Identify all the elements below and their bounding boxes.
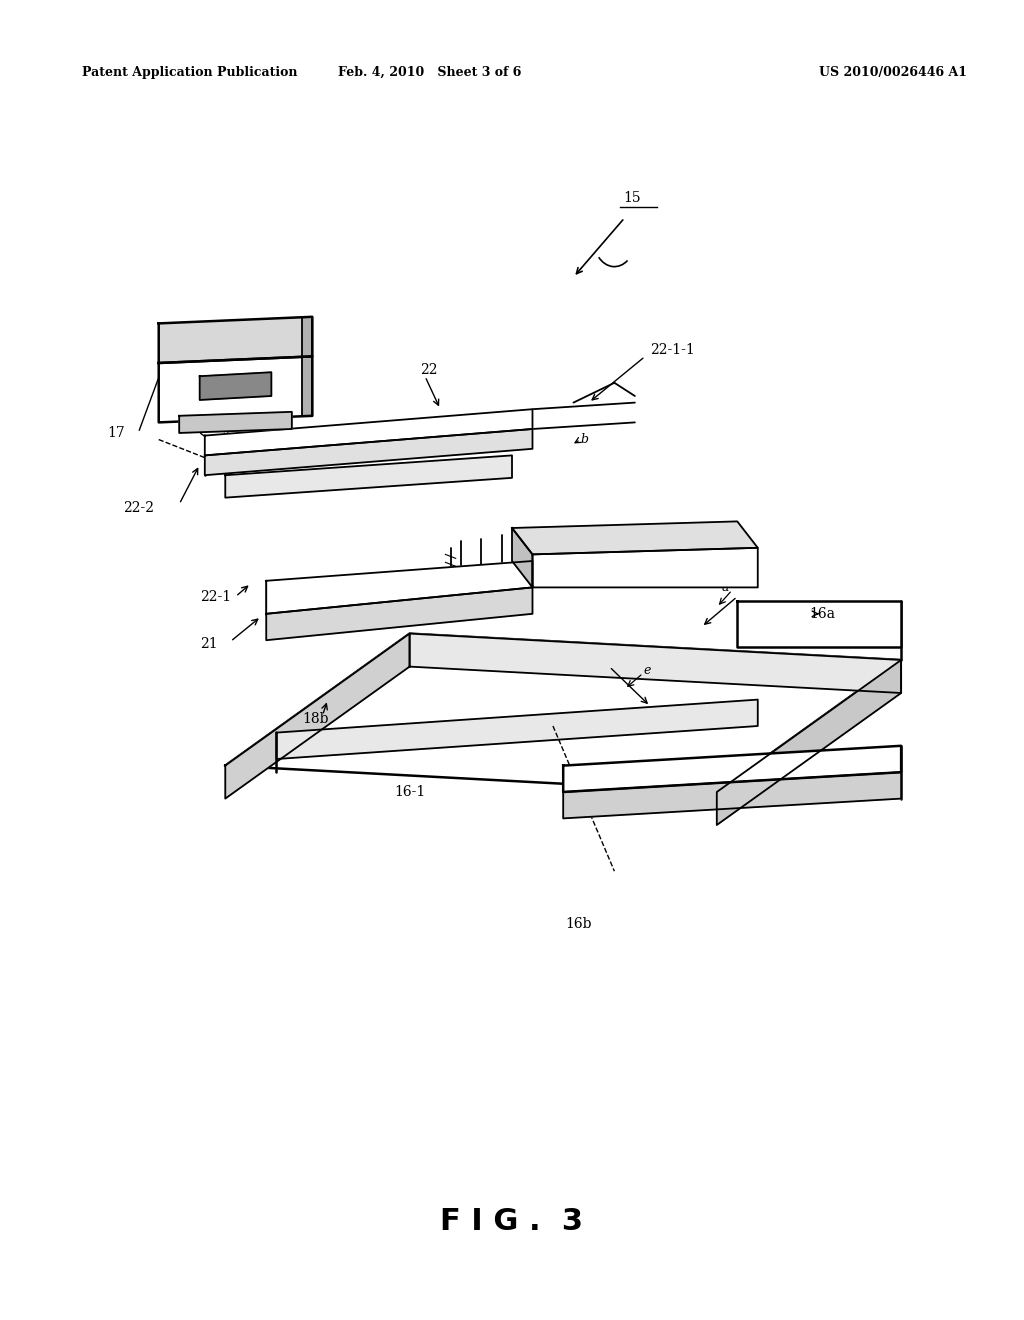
Text: 17: 17 <box>108 426 125 440</box>
Text: 22: 22 <box>420 363 437 376</box>
Text: F I G .  3: F I G . 3 <box>440 1206 584 1236</box>
Polygon shape <box>717 660 901 825</box>
Text: 22-1: 22-1 <box>200 590 230 603</box>
Polygon shape <box>563 746 901 792</box>
Polygon shape <box>225 634 901 792</box>
Text: 22-1-1: 22-1-1 <box>650 343 695 356</box>
Polygon shape <box>276 700 758 759</box>
Polygon shape <box>302 317 312 416</box>
Polygon shape <box>737 601 901 647</box>
Polygon shape <box>159 317 312 363</box>
Text: 16b: 16b <box>565 917 592 932</box>
Polygon shape <box>266 561 532 614</box>
Polygon shape <box>159 356 312 422</box>
Polygon shape <box>225 455 512 498</box>
Text: 18a: 18a <box>620 558 645 572</box>
Text: a: a <box>722 581 729 594</box>
Text: 15: 15 <box>623 190 641 205</box>
Text: 22-2: 22-2 <box>123 502 154 515</box>
Text: b: b <box>581 433 589 446</box>
Polygon shape <box>410 634 901 693</box>
Text: 18b: 18b <box>302 713 329 726</box>
Text: 21: 21 <box>200 638 217 651</box>
Polygon shape <box>205 409 532 455</box>
Polygon shape <box>179 412 292 433</box>
Polygon shape <box>512 528 532 587</box>
Text: 16a: 16a <box>809 607 835 620</box>
Text: d: d <box>435 462 443 475</box>
Polygon shape <box>200 372 271 400</box>
Text: e: e <box>643 664 650 677</box>
Polygon shape <box>266 587 532 640</box>
Text: US 2010/0026446 A1: US 2010/0026446 A1 <box>819 66 968 79</box>
Text: Patent Application Publication: Patent Application Publication <box>82 66 297 79</box>
Text: 16-1: 16-1 <box>394 785 426 799</box>
Polygon shape <box>532 548 758 587</box>
Polygon shape <box>563 772 901 818</box>
Text: Feb. 4, 2010   Sheet 3 of 6: Feb. 4, 2010 Sheet 3 of 6 <box>338 66 522 79</box>
Text: c: c <box>469 442 476 455</box>
Polygon shape <box>225 634 410 799</box>
Polygon shape <box>512 521 758 554</box>
Polygon shape <box>205 429 532 475</box>
